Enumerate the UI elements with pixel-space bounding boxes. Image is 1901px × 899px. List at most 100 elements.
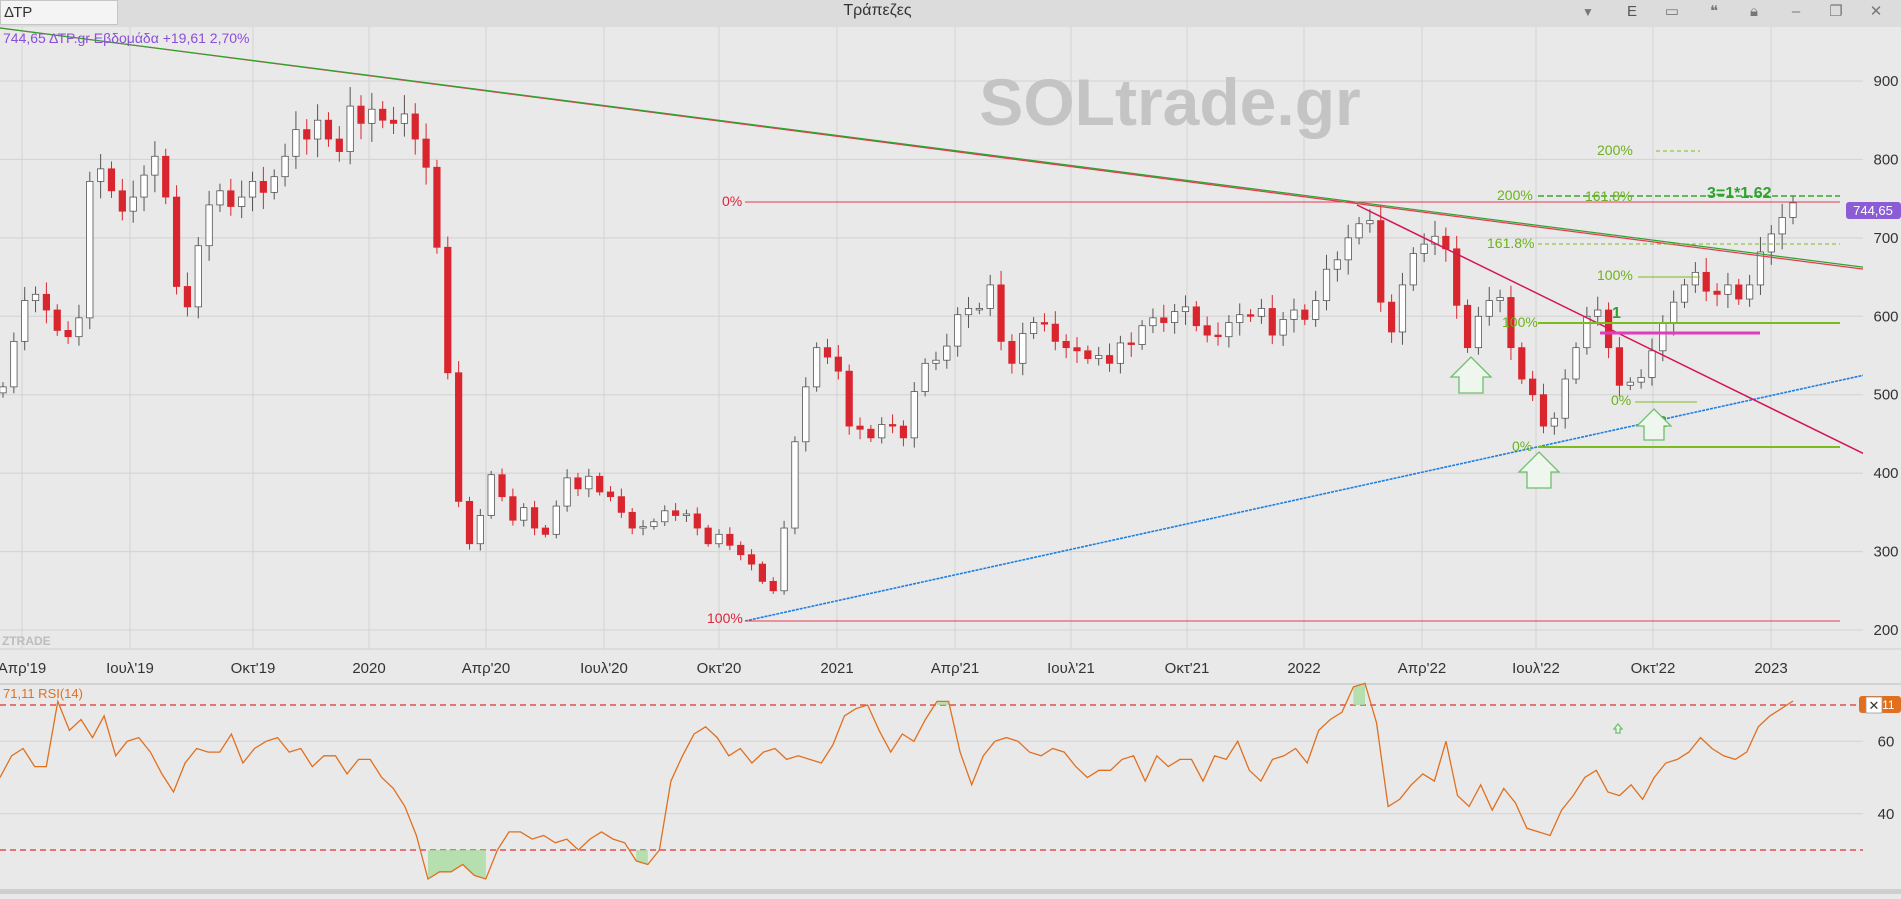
candle[interactable]	[346, 87, 354, 165]
green-trendline[interactable]	[0, 27, 1901, 273]
candle[interactable]	[1637, 369, 1645, 389]
candle[interactable]	[1051, 311, 1059, 351]
lock-icon[interactable]: 🔒︎	[1750, 3, 1758, 20]
candle[interactable]	[53, 304, 61, 336]
candle[interactable]	[476, 508, 484, 551]
candle[interactable]	[1561, 369, 1569, 429]
price-chart-svg[interactable]: SOLtrade.gr 0% 100% 200% 200% 161.8% 161…	[0, 27, 1901, 894]
candle[interactable]	[21, 286, 29, 351]
candle[interactable]	[791, 436, 799, 535]
candle[interactable]	[1019, 322, 1027, 376]
candle[interactable]	[1040, 313, 1049, 332]
candle[interactable]	[1539, 383, 1548, 434]
candle[interactable]	[1257, 298, 1266, 324]
panel-icon[interactable]: ▭	[1664, 3, 1680, 20]
candle[interactable]	[10, 332, 18, 394]
quote-icon[interactable]: ❝	[1709, 3, 1719, 20]
magenta-downtrend-line[interactable]	[1356, 204, 1901, 473]
candle[interactable]	[140, 165, 148, 212]
candle[interactable]	[769, 577, 777, 594]
candle[interactable]	[878, 417, 886, 444]
candle[interactable]	[97, 154, 105, 199]
candle[interactable]	[1008, 334, 1016, 374]
candle[interactable]	[1702, 257, 1710, 302]
candle[interactable]	[1214, 322, 1222, 346]
candle[interactable]	[715, 529, 723, 548]
candle[interactable]	[932, 351, 940, 371]
candle[interactable]	[107, 161, 116, 198]
candle[interactable]	[574, 472, 582, 496]
candle[interactable]	[1171, 303, 1179, 334]
candle[interactable]	[303, 119, 311, 155]
candle[interactable]	[639, 520, 647, 536]
candle[interactable]	[324, 112, 333, 147]
candle[interactable]	[693, 507, 701, 536]
candle[interactable]	[617, 488, 625, 518]
candle[interactable]	[433, 159, 441, 254]
candle[interactable]	[86, 171, 94, 330]
candle[interactable]	[1529, 370, 1537, 401]
candle[interactable]	[628, 507, 636, 535]
candle[interactable]	[943, 333, 951, 369]
candle[interactable]	[672, 503, 680, 521]
candle[interactable]	[1181, 295, 1190, 325]
candle[interactable]	[650, 518, 658, 530]
candle[interactable]	[0, 382, 7, 398]
candle[interactable]	[888, 414, 897, 434]
candle[interactable]	[1149, 308, 1157, 334]
candle[interactable]	[1268, 295, 1276, 345]
candle[interactable]	[1746, 274, 1754, 307]
candle[interactable]	[737, 541, 745, 561]
candle[interactable]	[780, 520, 788, 595]
e-button[interactable]: E	[1626, 3, 1637, 20]
candle[interactable]	[1615, 337, 1624, 397]
candle[interactable]	[802, 377, 810, 452]
candle[interactable]	[834, 345, 842, 380]
candle[interactable]	[530, 500, 539, 536]
candle[interactable]	[400, 95, 408, 137]
candle[interactable]	[1431, 220, 1439, 255]
candle[interactable]	[1724, 272, 1732, 309]
candle[interactable]	[1333, 251, 1341, 282]
candle[interactable]	[172, 185, 181, 295]
candle[interactable]	[856, 417, 864, 440]
candle[interactable]	[162, 148, 170, 205]
candle[interactable]	[606, 486, 615, 502]
candle[interactable]	[1203, 316, 1211, 343]
candle[interactable]	[183, 272, 192, 317]
candle[interactable]	[465, 496, 474, 550]
candle[interactable]	[1366, 209, 1374, 233]
candle[interactable]	[1648, 338, 1656, 386]
candle[interactable]	[1105, 343, 1114, 372]
candle[interactable]	[1550, 412, 1558, 435]
candle[interactable]	[1290, 298, 1298, 333]
candle[interactable]	[444, 236, 452, 380]
rsi-close-button[interactable]	[1865, 696, 1883, 714]
candle[interactable]	[1507, 285, 1515, 360]
candle[interactable]	[596, 472, 604, 496]
restore-icon[interactable]: ❐	[1829, 3, 1843, 20]
candle[interactable]	[1713, 283, 1721, 307]
candle[interactable]	[954, 307, 962, 357]
candle[interactable]	[1388, 294, 1396, 343]
candle[interactable]	[1127, 332, 1135, 357]
candle[interactable]	[1767, 225, 1775, 265]
candle[interactable]	[726, 527, 734, 551]
blue-support-trendline[interactable]	[744, 366, 1901, 622]
candle[interactable]	[1236, 303, 1244, 336]
candle[interactable]	[389, 106, 398, 134]
candle[interactable]	[411, 103, 419, 155]
candle[interactable]	[314, 104, 322, 158]
candle[interactable]	[1398, 272, 1407, 345]
candle[interactable]	[292, 111, 300, 169]
candle[interactable]	[1778, 203, 1786, 250]
candle[interactable]	[75, 304, 83, 346]
candle[interactable]	[910, 382, 918, 448]
candle[interactable]	[1626, 377, 1634, 391]
candle[interactable]	[845, 364, 853, 435]
candle[interactable]	[997, 270, 1005, 351]
candle[interactable]	[1735, 278, 1743, 305]
dropdown-arrow-icon[interactable]: ▼	[1582, 5, 1594, 19]
candle[interactable]	[357, 95, 365, 140]
candle[interactable]	[1246, 309, 1255, 322]
